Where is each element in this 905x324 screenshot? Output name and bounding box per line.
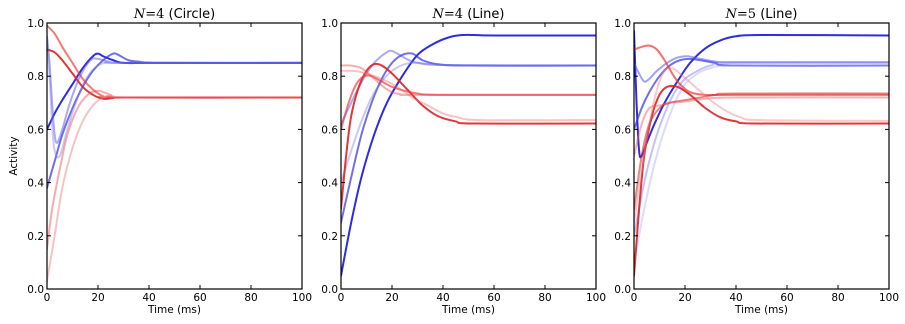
x-axis-label: Time (ms): [734, 304, 788, 316]
series-group: [634, 29, 889, 277]
series-line-5: [341, 62, 596, 211]
y-tick-label: 0.8: [614, 71, 631, 83]
figure-ylabel: Activity: [8, 136, 20, 175]
series-line-4: [634, 61, 889, 237]
x-tick-label: 80: [244, 292, 257, 304]
x-tick-label: 40: [142, 292, 155, 304]
title-variable: N: [432, 7, 445, 22]
x-tick-label: 60: [780, 292, 793, 304]
series-line-7: [341, 64, 596, 97]
title-equals: =5: [737, 7, 756, 22]
y-tick-label: 0.2: [321, 231, 338, 243]
x-tick-label: 20: [678, 292, 691, 304]
series-line-5: [47, 48, 302, 100]
series-line-4: [47, 40, 302, 159]
y-tick-label: 0.4: [27, 178, 44, 190]
x-tick-label: 0: [631, 292, 638, 304]
series-line-7: [634, 44, 889, 97]
y-tick-label: 0.8: [27, 71, 44, 83]
x-tick-label: 60: [193, 292, 206, 304]
series-line-3: [341, 49, 596, 126]
y-tick-label: 0.0: [27, 284, 44, 296]
x-tick-label: 60: [487, 292, 500, 304]
y-tick-label: 0.0: [321, 284, 338, 296]
y-tick-label: 0.0: [614, 284, 631, 296]
series-line-8: [47, 95, 302, 283]
y-tick-label: 0.6: [27, 124, 44, 136]
series-line-8: [341, 69, 596, 122]
y-tick-label: 0.6: [321, 124, 338, 136]
title-suffix: (Circle): [164, 7, 215, 22]
y-tick-label: 1.0: [321, 18, 338, 30]
x-tick-label: 0: [338, 292, 345, 304]
series-line-10: [634, 66, 889, 224]
chart-panel-2: 0 20 40 60 80 100 0.0 0.2 0.4 0.6 0.8 1.0 Time (ms) N…: [321, 7, 606, 316]
series-line-6: [341, 74, 596, 131]
title-variable: N: [133, 7, 146, 22]
title-equals: =4: [145, 7, 164, 22]
series-line-2: [47, 52, 302, 189]
series-group: [341, 33, 596, 277]
chart-panel-1: 0 20 40 60 80 100 0.0 0.2 0.4 0.6 0.8 1.0 Time (ms) N…: [27, 7, 312, 316]
title-equals: =4: [444, 7, 463, 22]
x-tick-label: 20: [91, 292, 104, 304]
x-tick-label: 100: [586, 292, 606, 304]
chart-title: N=5 (Line): [725, 7, 798, 22]
y-tick-label: 0.6: [614, 124, 631, 136]
chart-title: N=4 (Line): [432, 7, 505, 22]
y-tick-label: 0.4: [321, 178, 338, 190]
axes-frame: [46, 22, 303, 290]
y-tick-label: 0.2: [27, 231, 44, 243]
x-tick-label: 100: [879, 292, 899, 304]
series-line-6: [634, 84, 889, 277]
x-axis-label: Time (ms): [147, 304, 201, 316]
y-tick-label: 0.8: [321, 71, 338, 83]
title-variable: N: [725, 7, 738, 22]
x-tick-label: 20: [385, 292, 398, 304]
series-line-8: [634, 92, 889, 211]
series-line-3: [634, 55, 889, 83]
title-suffix: (Line): [756, 7, 797, 22]
x-tick-label: 0: [44, 292, 51, 304]
x-axis-label: Time (ms): [441, 304, 495, 316]
title-suffix: (Line): [463, 7, 504, 22]
axes-frame: [340, 22, 597, 290]
series-line-2: [634, 57, 889, 131]
series-line-6: [47, 24, 302, 99]
x-tick-label: 40: [729, 292, 742, 304]
series-line-1: [634, 29, 889, 159]
axes-frame: [633, 22, 890, 290]
series-line-7: [47, 89, 302, 251]
x-tick-label: 40: [436, 292, 449, 304]
x-tick-label: 80: [538, 292, 551, 304]
y-tick-label: 1.0: [27, 18, 44, 30]
x-tick-label: 80: [831, 292, 844, 304]
y-tick-label: 0.4: [614, 178, 631, 190]
chart-title: N=4 (Circle): [133, 7, 215, 22]
series-line-3: [47, 35, 302, 144]
chart-panel-3: 0 20 40 60 80 100 0.0 0.2 0.4 0.6 0.8 1.0 Time (ms) N…: [614, 7, 899, 316]
series-line-9: [634, 96, 889, 157]
y-tick-label: 1.0: [614, 18, 631, 30]
series-line-1: [341, 33, 596, 277]
x-tick-label: 100: [292, 292, 312, 304]
series-group: [47, 24, 302, 283]
y-tick-label: 0.2: [614, 231, 631, 243]
